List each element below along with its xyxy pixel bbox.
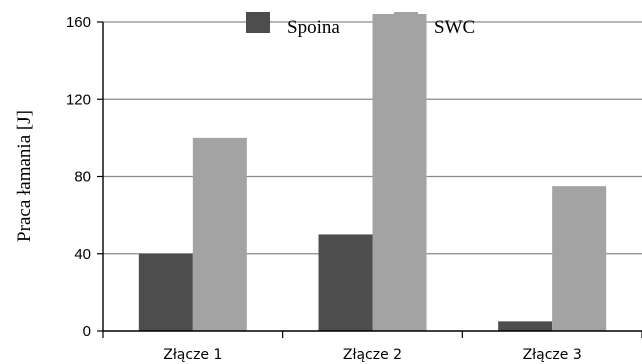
y-tick-label: 80 — [74, 169, 91, 186]
y-tick-label: 160 — [66, 14, 91, 31]
bar-spoina-2 — [318, 234, 373, 331]
legend-swatch-spoina — [246, 12, 270, 33]
axes — [97, 21, 642, 338]
bars — [138, 14, 607, 331]
legend-label-spoina: Spoina — [287, 17, 340, 38]
x-tick-label: Złącze 1 — [163, 347, 222, 363]
bar-swc-3 — [552, 186, 607, 331]
legend-label-swc: SWC — [434, 17, 475, 38]
y-tick-label: 120 — [66, 91, 91, 108]
x-tick-label: Złącze 3 — [523, 347, 582, 363]
x-tick-labels: Złącze 1 Złącze 2 Złącze 3 — [163, 347, 582, 363]
legend: Spoina SWC — [246, 12, 475, 38]
bar-swc-2 — [372, 14, 427, 331]
x-tick-label: Złącze 2 — [343, 347, 402, 363]
bar-spoina-3 — [498, 321, 553, 331]
y-tick-label: 0 — [83, 323, 91, 340]
bar-spoina-1 — [138, 253, 193, 331]
legend-swatch-swc — [394, 12, 418, 33]
y-tick-label: 40 — [74, 246, 91, 263]
y-tick-labels: 0 40 80 120 160 — [66, 14, 91, 340]
bar-swc-1 — [192, 137, 247, 331]
y-axis-title: Praca łamania [J] — [14, 110, 35, 242]
